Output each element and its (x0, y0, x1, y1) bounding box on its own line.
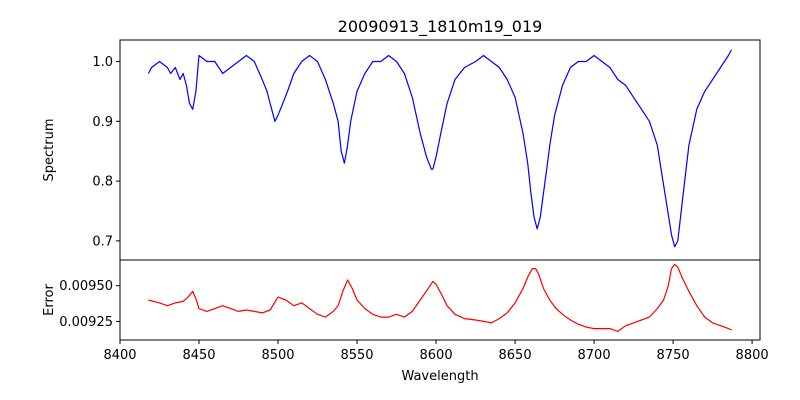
spectrum-y-tick-label: 0.7 (92, 234, 113, 249)
spectrum-y-tick-label: 0.8 (92, 175, 113, 190)
chart-title: 20090913_1810m19_019 (338, 17, 543, 37)
error-y-axis-label: Error (42, 284, 57, 316)
wavelength-x-tick-label: 8500 (261, 348, 294, 363)
spectrum-series-line (147, 49, 733, 248)
wavelength-x-axis-label: Wavelength (401, 369, 478, 384)
spectrum-panel: 0.7 0.8 0.9 1.0 Spectrum (42, 39, 761, 261)
error-plot-area (119, 259, 761, 341)
error-y-tick-label: 0.00950 (59, 279, 113, 294)
spectrum-y-ticks: 0.7 0.8 0.9 1.0 (92, 55, 120, 249)
wavelength-x-tick-label: 8650 (499, 348, 532, 363)
spectrum-y-tick-label: 1.0 (92, 55, 113, 70)
wavelength-x-tick-label: 8800 (736, 348, 769, 363)
error-series-line (148, 263, 732, 332)
error-y-tick-label: 0.00925 (59, 315, 113, 330)
wavelength-x-tick-label: 8700 (578, 348, 611, 363)
spectrum-y-axis-label: Spectrum (42, 119, 57, 182)
wavelength-x-tick-label: 8450 (182, 348, 215, 363)
spectrum-y-tick-label: 0.9 (92, 115, 113, 130)
wavelength-x-tick-label: 8400 (103, 348, 136, 363)
wavelength-x-ticks: 8400 8450 8500 8550 8600 8650 8700 8750 8800 (103, 340, 769, 363)
wavelength-x-tick-label: 8550 (340, 348, 373, 363)
error-y-ticks: 0.00925 0.00950 (59, 279, 120, 330)
spectrum-plot-area (119, 39, 761, 261)
wavelength-x-tick-label: 8600 (420, 348, 453, 363)
wavelength-x-tick-label: 8750 (657, 348, 690, 363)
